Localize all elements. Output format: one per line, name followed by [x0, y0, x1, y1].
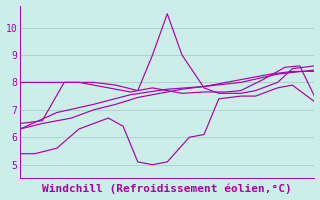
X-axis label: Windchill (Refroidissement éolien,°C): Windchill (Refroidissement éolien,°C) [42, 184, 292, 194]
